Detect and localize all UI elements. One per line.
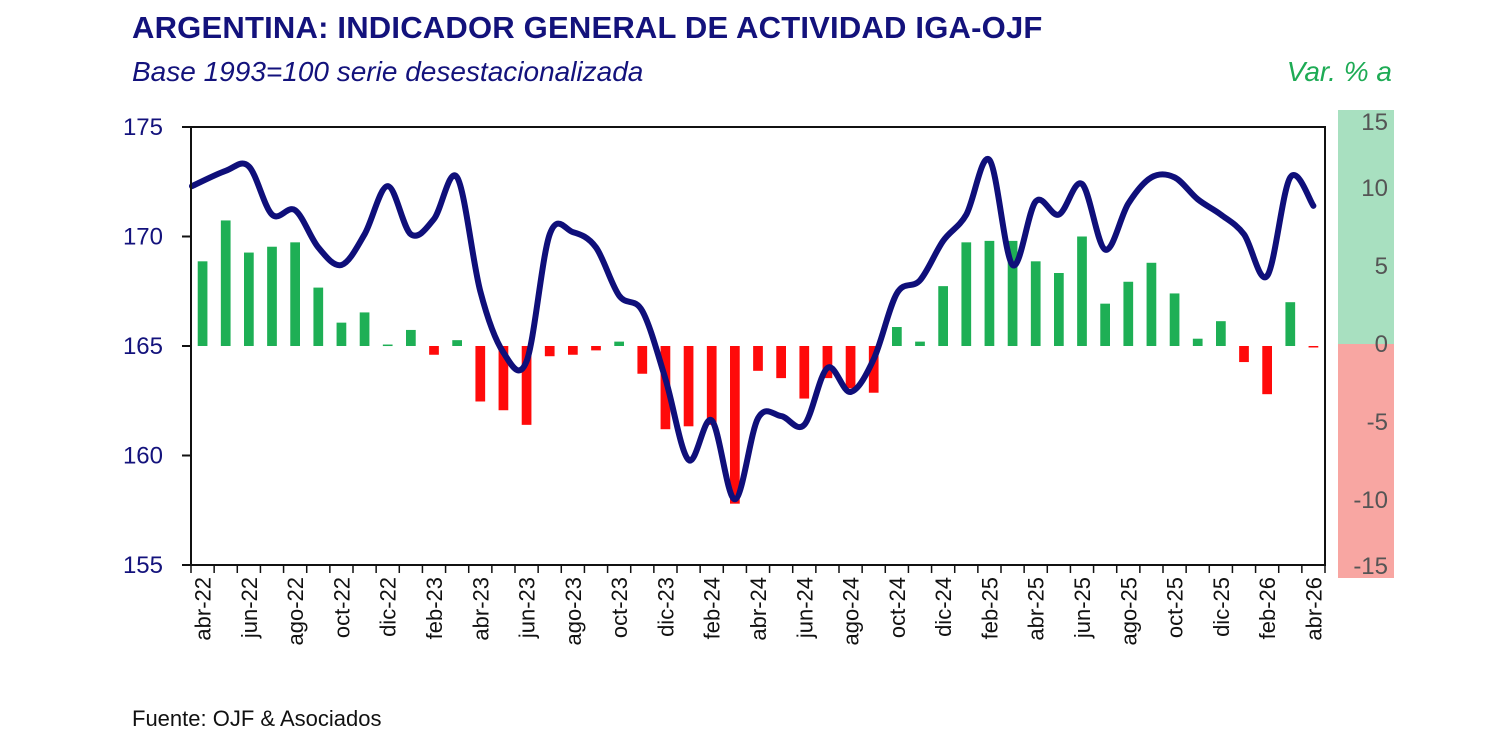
x-tick-label-jun-23: jun-23 [515,577,540,639]
bar-ago-25 [1123,281,1134,346]
x-tick-label-abr-22: abr-22 [191,577,216,641]
bar-mar-25 [1007,240,1018,346]
x-tick-label-ago-25: ago-25 [1116,577,1141,646]
bar-ene-25 [961,242,972,346]
bar-sep-25 [1146,262,1157,346]
y-right-tick-label: 5 [1375,253,1388,280]
y-right-tick-label: -15 [1353,553,1388,580]
bar-abr-25 [1030,261,1041,346]
bar-may-25 [1054,273,1064,346]
bar-jun-25 [1077,236,1087,346]
bar-mar-24 [730,346,740,504]
bar-oct-24 [892,327,902,346]
bar-abr-26 [1308,346,1319,348]
bar-jul-23 [544,346,555,357]
bar-jun-23 [521,346,532,425]
bar-abr-22 [197,261,208,346]
bar-ene-24 [683,346,694,427]
chart-title: ARGENTINA: INDICADOR GENERAL DE ACTIVIDA… [132,10,1043,45]
x-tick-label-dic-25: dic-25 [1209,577,1234,637]
x-tick-label-oct-25: oct-25 [1163,577,1188,638]
bar-oct-22 [336,322,347,346]
x-tick-label-dic-22: dic-22 [376,577,401,637]
chart-subtitle: Base 1993=100 serie desestacionalizada [132,56,644,87]
x-tick-label-abr-25: abr-25 [1024,577,1049,641]
x-tick-label-feb-25: feb-25 [977,577,1002,639]
x-tick-label-ago-23: ago-23 [561,577,586,646]
bar-feb-25 [984,240,995,346]
bar-dic-25 [1216,321,1226,346]
x-tick-label-abr-26: abr-26 [1301,577,1326,641]
y-left-tick-label: 170 [123,224,163,251]
x-tick-label-abr-23: abr-23 [468,577,493,641]
bar-ene-26 [1239,346,1249,363]
bar-may-22 [220,220,231,346]
bar-jun-24 [799,346,810,399]
bar-sep-23 [591,346,601,351]
y-left-tick-label: 165 [123,333,163,360]
positive-band [1338,110,1394,344]
bar-oct-23 [614,341,624,346]
y-right-tick-label: 10 [1361,175,1388,202]
y-axis-right: -15 -10 -5 0 5 10 15 [1353,109,1388,580]
bar-jul-22 [267,246,277,346]
y-right-tick-label: -10 [1353,487,1388,514]
x-tick-label-ago-24: ago-24 [839,577,864,646]
bar-jul-25 [1100,303,1110,346]
x-tick-label-feb-26: feb-26 [1255,577,1280,639]
bar-may-24 [776,346,786,379]
x-tick-label-feb-23: feb-23 [422,577,447,639]
x-tick-label-oct-23: oct-23 [607,577,632,638]
bar-nov-22 [359,312,370,346]
y-left-tick-label: 175 [123,114,163,141]
x-tick-label-oct-24: oct-24 [885,577,910,638]
bar-oct-25 [1169,293,1180,346]
bar-nov-23 [637,346,648,374]
y-right-tick-label: 15 [1361,109,1388,136]
bar-abr-23 [475,346,486,402]
y-left-tick-label: 155 [123,552,163,579]
x-tick-label-feb-24: feb-24 [700,577,725,639]
bar-dic-22 [382,344,393,347]
x-tick-label-jun-22: jun-22 [237,577,262,639]
bar-mar-23 [452,340,462,346]
bar-ene-23 [406,329,416,346]
x-tick-label-dic-24: dic-24 [931,577,956,637]
bar-feb-24 [706,346,717,425]
activity-line [189,156,1317,503]
bar-sep-24 [868,346,879,393]
bar-ago-24 [845,346,856,389]
bar-dic-24 [938,286,948,346]
bar-may-23 [498,346,509,411]
activity-index-line [189,156,1317,503]
bar-jul-24 [822,346,833,379]
x-tick-label-jun-24: jun-24 [792,577,817,639]
x-tick-label-abr-24: abr-24 [746,577,771,641]
x-axis: abr-22 jun-22 ago-22 oct-22 dic-22 feb-23 abr-… [190,565,1326,646]
x-tick-label-oct-22: oct-22 [329,577,354,638]
bar-feb-23 [429,346,439,355]
y-right-tick-label: -5 [1367,409,1388,436]
bar-ago-22 [290,242,300,346]
bar-abr-24 [753,346,763,371]
bar-nov-25 [1192,338,1203,346]
y-right-tick-label: 0 [1375,331,1388,358]
x-tick-label-dic-23: dic-23 [653,577,678,637]
y-left-tick-label: 160 [123,443,163,470]
x-tick-label-ago-22: ago-22 [283,577,308,646]
x-tick-label-jun-25: jun-25 [1070,577,1095,639]
bar-mar-26 [1285,302,1296,346]
bar-jun-22 [244,252,254,346]
y-axis-left: 155 160 165 170 175 [123,114,191,579]
bar-ago-23 [568,346,578,355]
right-axis-color-bands [1338,110,1394,578]
bar-sep-22 [313,287,324,346]
negative-band [1338,344,1394,578]
right-axis-title: Var. % a [1286,56,1392,87]
bar-nov-24 [915,341,925,346]
bar-feb-26 [1262,346,1272,395]
annual-variation-bars [197,220,1319,504]
source-note: Fuente: OJF & Asociados [132,706,382,731]
